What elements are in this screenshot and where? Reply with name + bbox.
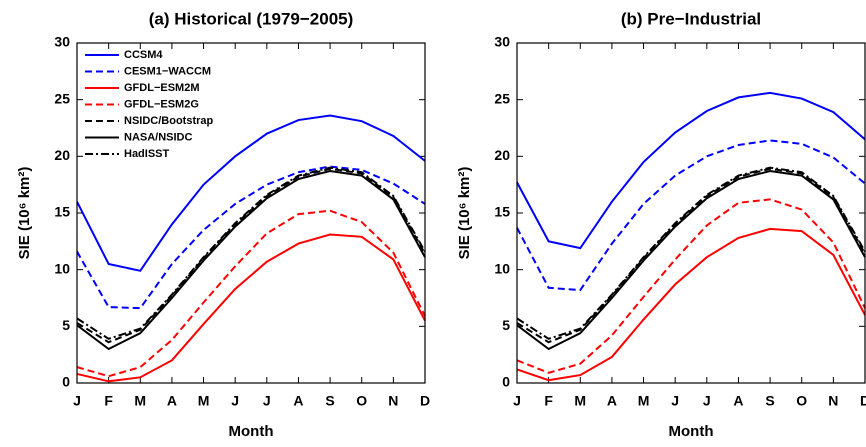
x-tick-label: M — [198, 393, 210, 409]
x-tick-label: M — [574, 393, 586, 409]
y-tick-label: 25 — [54, 90, 70, 106]
series-line — [76, 170, 426, 351]
y-tick-label: 30 — [54, 34, 70, 50]
panel-title: (a) Historical (1979−2005) — [149, 9, 354, 28]
x-tick-label: J — [703, 393, 711, 409]
panel-title: (b) Pre−Industrial — [621, 9, 761, 28]
x-tick-label: M — [134, 393, 146, 409]
series-line — [516, 227, 866, 382]
x-tick-label: N — [828, 393, 838, 409]
plot-frame — [516, 42, 866, 384]
legend-label: GFDL−ESM2G — [124, 98, 199, 110]
series-line — [516, 166, 866, 340]
series-line — [76, 233, 426, 383]
legend-label: GFDL−ESM2M — [124, 82, 199, 94]
x-tick-label: A — [733, 393, 743, 409]
y-tick-label: 10 — [494, 260, 510, 276]
x-tick-label: F — [104, 393, 113, 409]
x-tick-label: F — [544, 393, 553, 409]
y-tick-label: 20 — [494, 147, 510, 163]
x-tick-label: J — [263, 393, 271, 409]
legend-label: CCSM4 — [124, 49, 163, 61]
y-tick-label: 25 — [494, 90, 510, 106]
legend-label: CESM1−WACCM — [124, 65, 211, 77]
x-tick-label: O — [356, 393, 367, 409]
y-tick-label: 10 — [54, 260, 70, 276]
x-tick-label: D — [860, 393, 866, 409]
series-line — [516, 91, 866, 250]
series-line — [76, 209, 426, 378]
x-tick-label: S — [325, 393, 334, 409]
x-axis-label: Month — [669, 423, 714, 440]
y-axis-label: SIE (10⁶ km²) — [16, 167, 33, 260]
x-tick-label: A — [293, 393, 303, 409]
series-line — [76, 114, 426, 272]
x-tick-label: D — [420, 393, 430, 409]
x-tick-label: A — [607, 393, 617, 409]
y-tick-label: 30 — [494, 34, 510, 50]
legend-label: NSIDC/Bootstrap — [124, 115, 214, 127]
x-tick-label: J — [671, 393, 679, 409]
series-line — [516, 167, 866, 344]
x-tick-label: S — [765, 393, 774, 409]
legend-label: HadISST — [124, 148, 170, 160]
x-tick-label: J — [513, 393, 521, 409]
x-tick-label: N — [388, 393, 398, 409]
plot-frame — [76, 42, 426, 384]
y-tick-label: 5 — [502, 317, 510, 333]
x-tick-label: M — [638, 393, 650, 409]
x-axis-label: Month — [229, 423, 274, 440]
y-tick-label: 15 — [54, 204, 70, 220]
series-line — [76, 165, 426, 310]
series-line — [516, 139, 866, 292]
y-tick-label: 0 — [502, 374, 510, 390]
x-tick-label: J — [231, 393, 239, 409]
x-tick-label: A — [167, 393, 177, 409]
y-axis-label: SIE (10⁶ km²) — [456, 167, 473, 260]
series-line — [516, 198, 866, 374]
y-tick-label: 20 — [54, 147, 70, 163]
x-tick-label: O — [796, 393, 807, 409]
series-line — [76, 166, 426, 340]
series-line — [516, 170, 866, 351]
y-tick-label: 0 — [62, 374, 70, 390]
y-tick-label: 5 — [62, 317, 70, 333]
x-tick-label: J — [73, 393, 81, 409]
legend-label: NASA/NSIDC — [124, 131, 193, 143]
y-tick-label: 15 — [494, 204, 510, 220]
